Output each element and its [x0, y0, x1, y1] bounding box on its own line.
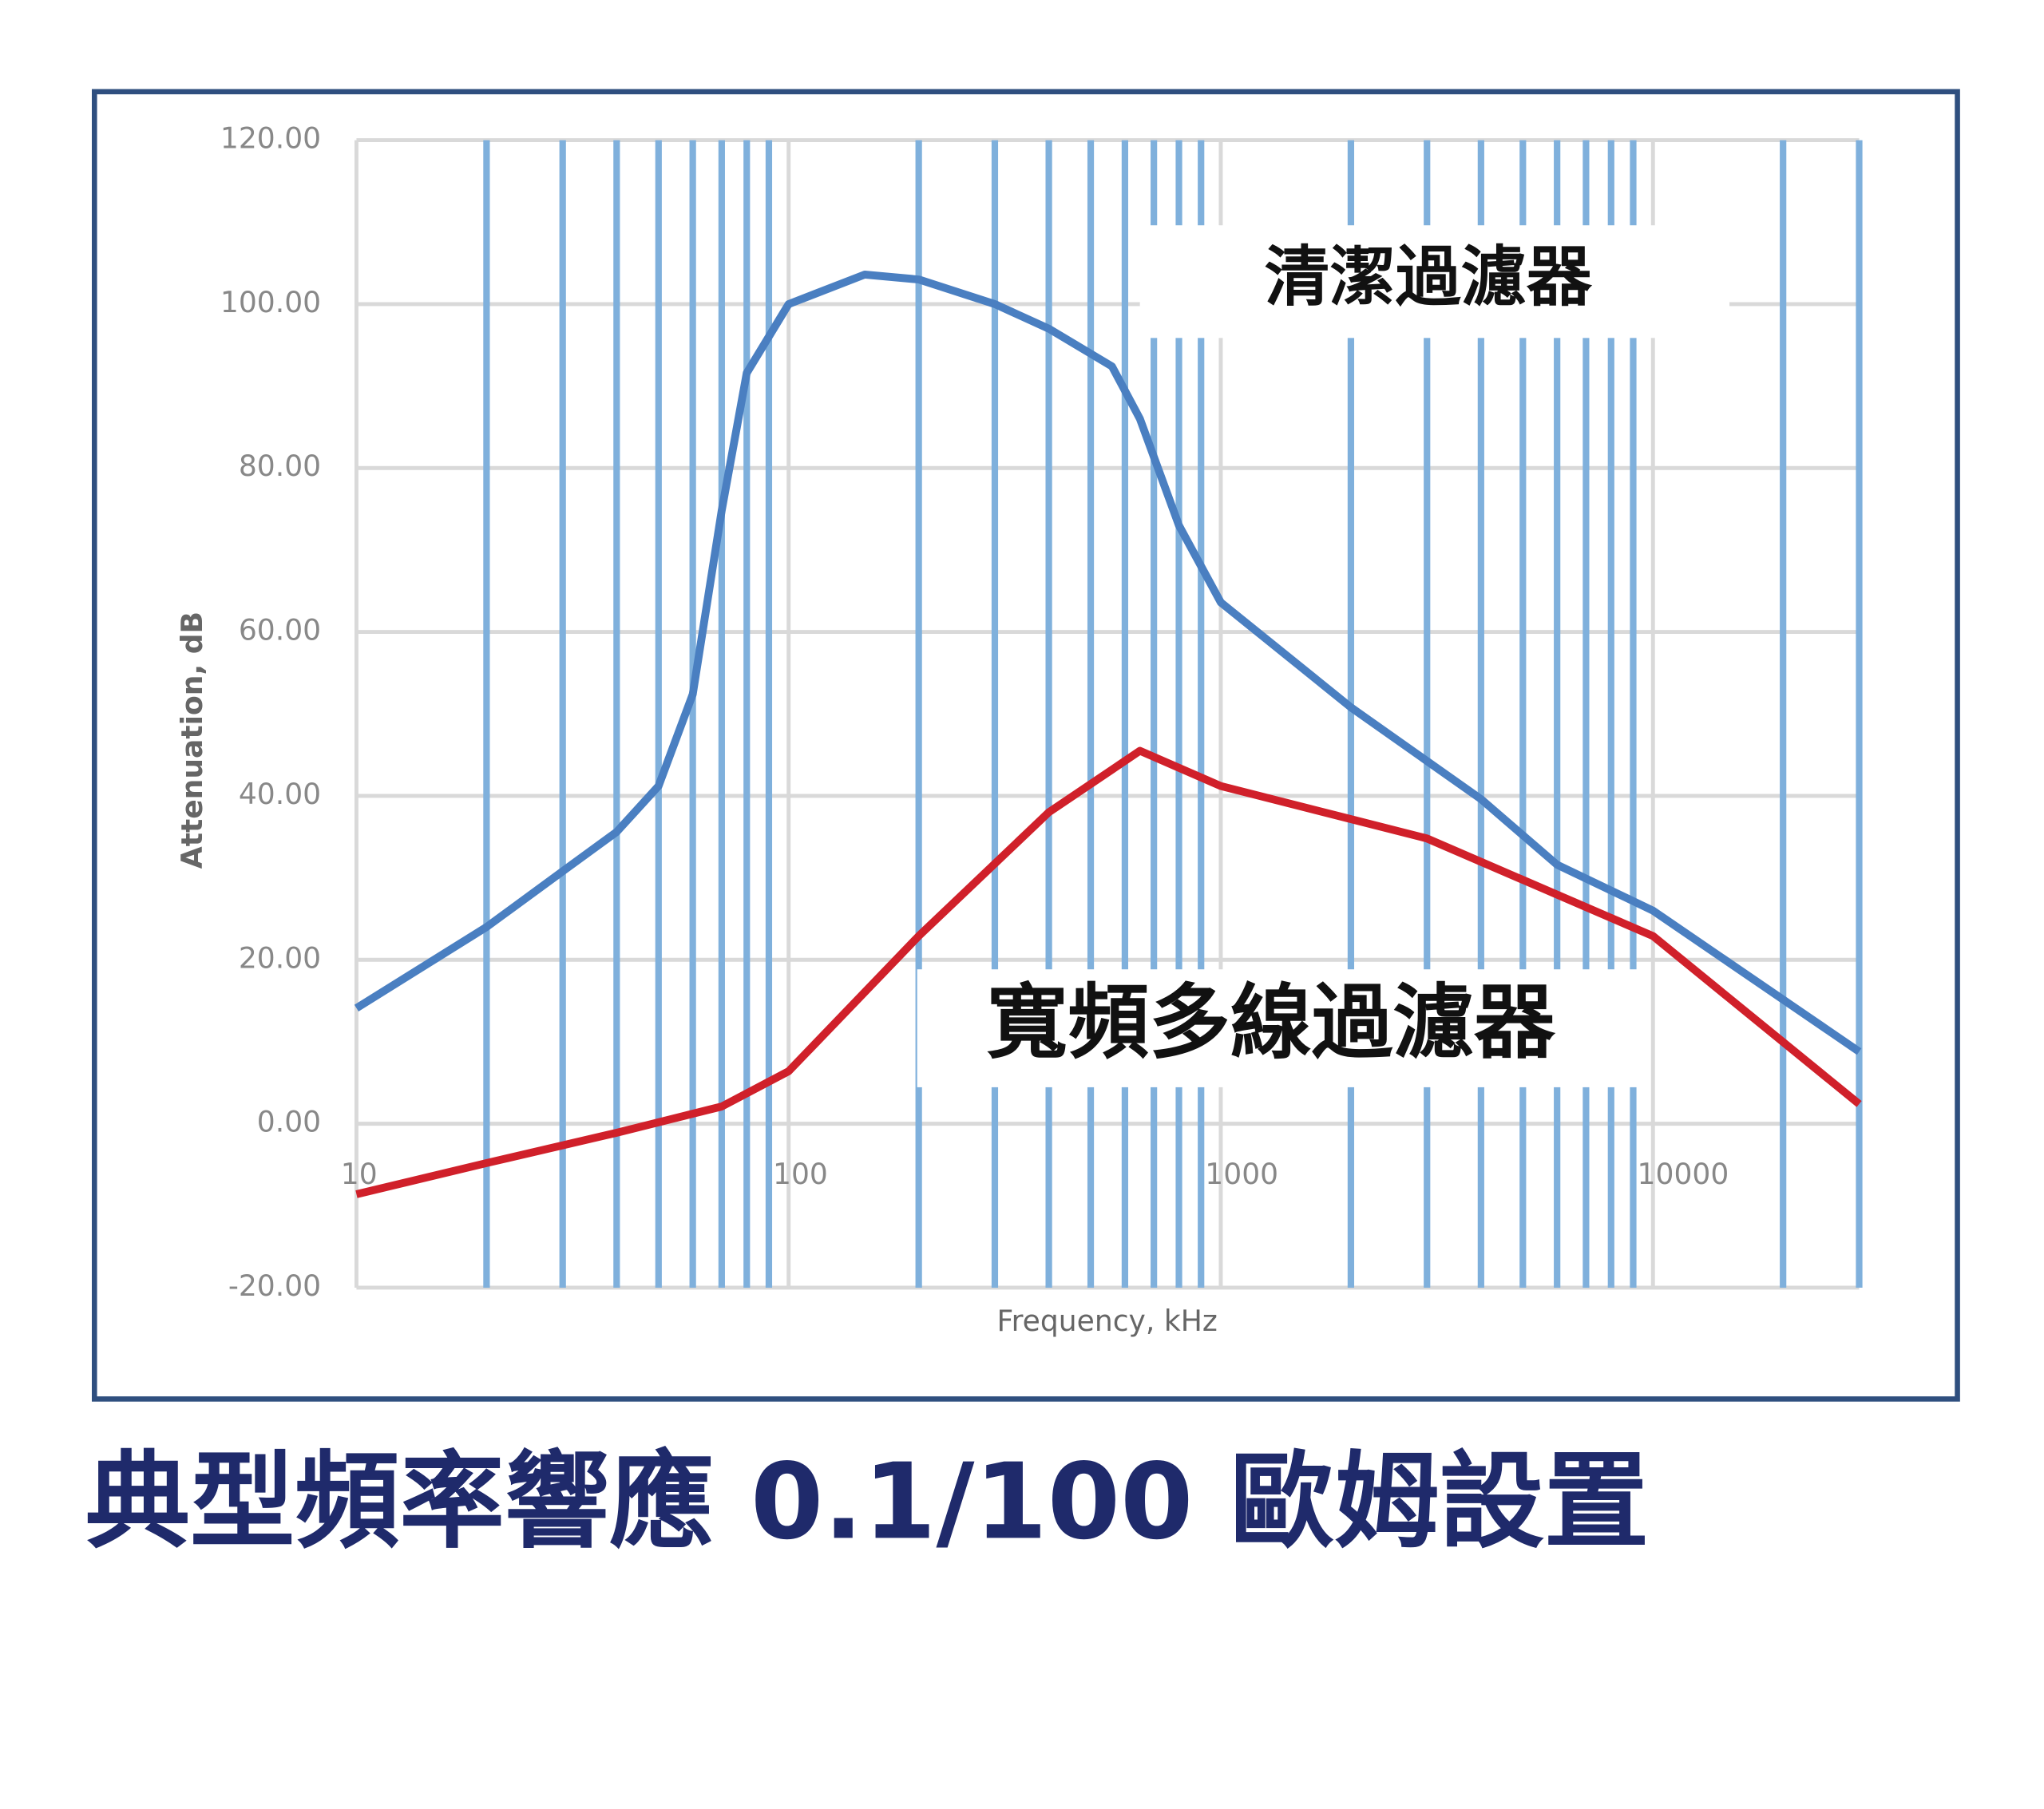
series-line [355, 746, 1862, 1198]
y-tick-label: 40.00 [239, 778, 321, 811]
annotation-box [1139, 225, 1730, 338]
x-tick-label: 100 [773, 1158, 828, 1191]
x-tick-label: 10 [341, 1158, 378, 1191]
y-tick-label: 20.00 [239, 941, 321, 975]
x-tick-label: 10000 [1638, 1158, 1729, 1191]
y-tick-label: -20.00 [228, 1269, 321, 1303]
x-axis-label: Frequency, kHz [997, 1304, 1218, 1338]
caption: 典型頻率響應 0.1/100 歐姆設置 [85, 1440, 1649, 1562]
y-axis-label: Attenuation, dB [176, 612, 209, 869]
y-tick-label: 120.00 [220, 122, 321, 156]
annotation-box [917, 969, 1638, 1087]
y-tick-label: 100.00 [220, 286, 321, 319]
plot [354, 271, 1862, 1198]
y-tick-label: 80.00 [239, 449, 321, 483]
y-tick-label: 60.00 [239, 614, 321, 647]
series-label: 清潔過濾器 [1265, 239, 1593, 315]
x-tick-label: 1000 [1205, 1158, 1278, 1191]
series-label: 寬頻多線過濾器 [987, 976, 1556, 1070]
y-tick-label: 0.00 [257, 1106, 321, 1139]
series-line [354, 271, 1862, 1055]
